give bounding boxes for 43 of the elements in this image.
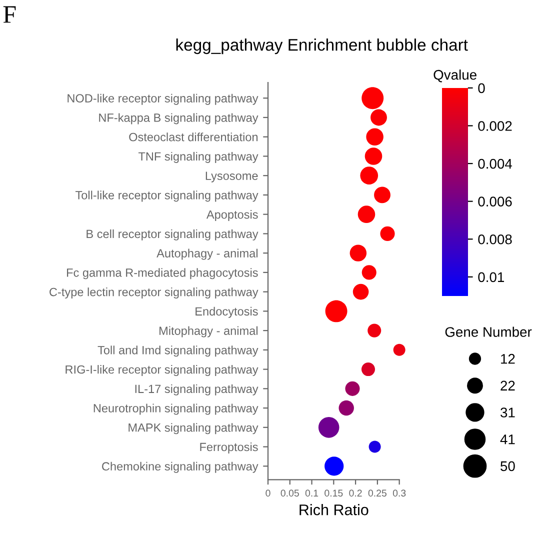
- x-tick-label: 0.05: [280, 490, 299, 497]
- y-tick-label: Autophagy - animal: [156, 248, 258, 260]
- legend-label: 41: [500, 434, 515, 444]
- y-tick-label: Ferroptosis: [200, 442, 258, 454]
- legend-label: 22: [500, 380, 515, 390]
- y-tick-label: TNF signaling pathway: [138, 152, 258, 163]
- y-tick-label: Toll and Imd signaling pathway: [98, 346, 258, 357]
- chart-title: kegg_pathway Enrichment bubble chart: [176, 38, 468, 54]
- y-tick-label: RIG-I-like receptor signaling pathway: [66, 365, 258, 376]
- x-tick-label: 0.2: [349, 490, 362, 497]
- y-tick-label: Toll-like receptor signaling pathway: [75, 190, 258, 202]
- y-tick-label: Lysosome: [206, 172, 258, 182]
- y-tick-label: Neurotrophin signaling pathway: [94, 404, 258, 415]
- color-bar-label: 0.008: [478, 234, 512, 244]
- legend-label: 31: [500, 408, 515, 418]
- y-tick-label: C-type lectin receptor signaling pathway: [50, 288, 258, 299]
- legend-title: Gene Number: [445, 326, 532, 337]
- color-bar-label: 0.01: [478, 272, 504, 282]
- color-bar-label: 0.006: [478, 196, 512, 206]
- x-tick-label: 0.25: [368, 490, 386, 497]
- y-tick-label: IL-17 signaling pathway: [135, 384, 258, 396]
- x-tick-label: 0.3: [392, 490, 406, 497]
- y-tick-label: B cell receptor signaling pathway: [86, 229, 258, 240]
- x-axis-title: Rich Ratio: [300, 504, 368, 516]
- y-tick-label: NF-kappa B signaling pathway: [99, 113, 258, 124]
- x-tick-label: 0.1: [305, 490, 318, 497]
- y-tick-label: MAPK signaling pathway: [128, 423, 258, 434]
- y-tick-label: NOD-like receptor signaling pathway: [68, 94, 258, 105]
- color-bar-label: 0.004: [478, 158, 512, 169]
- color-bar-title: Qvalue: [434, 70, 476, 82]
- y-tick-label: Osteoclast differentiation: [129, 132, 258, 142]
- y-tick-label: Apoptosis: [206, 210, 258, 222]
- legend-label: 50: [500, 461, 515, 472]
- y-tick-label: Endocytosis: [196, 306, 258, 318]
- legend-label: 12: [501, 354, 515, 364]
- color-bar-label: 0.002: [478, 121, 512, 131]
- y-tick-label: Chemokine signaling pathway: [102, 462, 258, 473]
- y-tick-label: Mitophagy - animal: [160, 326, 258, 338]
- text: F: [3, 6, 16, 23]
- color-bar-label: 0: [478, 83, 485, 94]
- x-tick-label: 0.15: [324, 490, 343, 497]
- y-tick-label: Fc gamma R-mediated phagocytosis: [67, 268, 258, 280]
- x-tick-label: 0: [266, 490, 270, 497]
